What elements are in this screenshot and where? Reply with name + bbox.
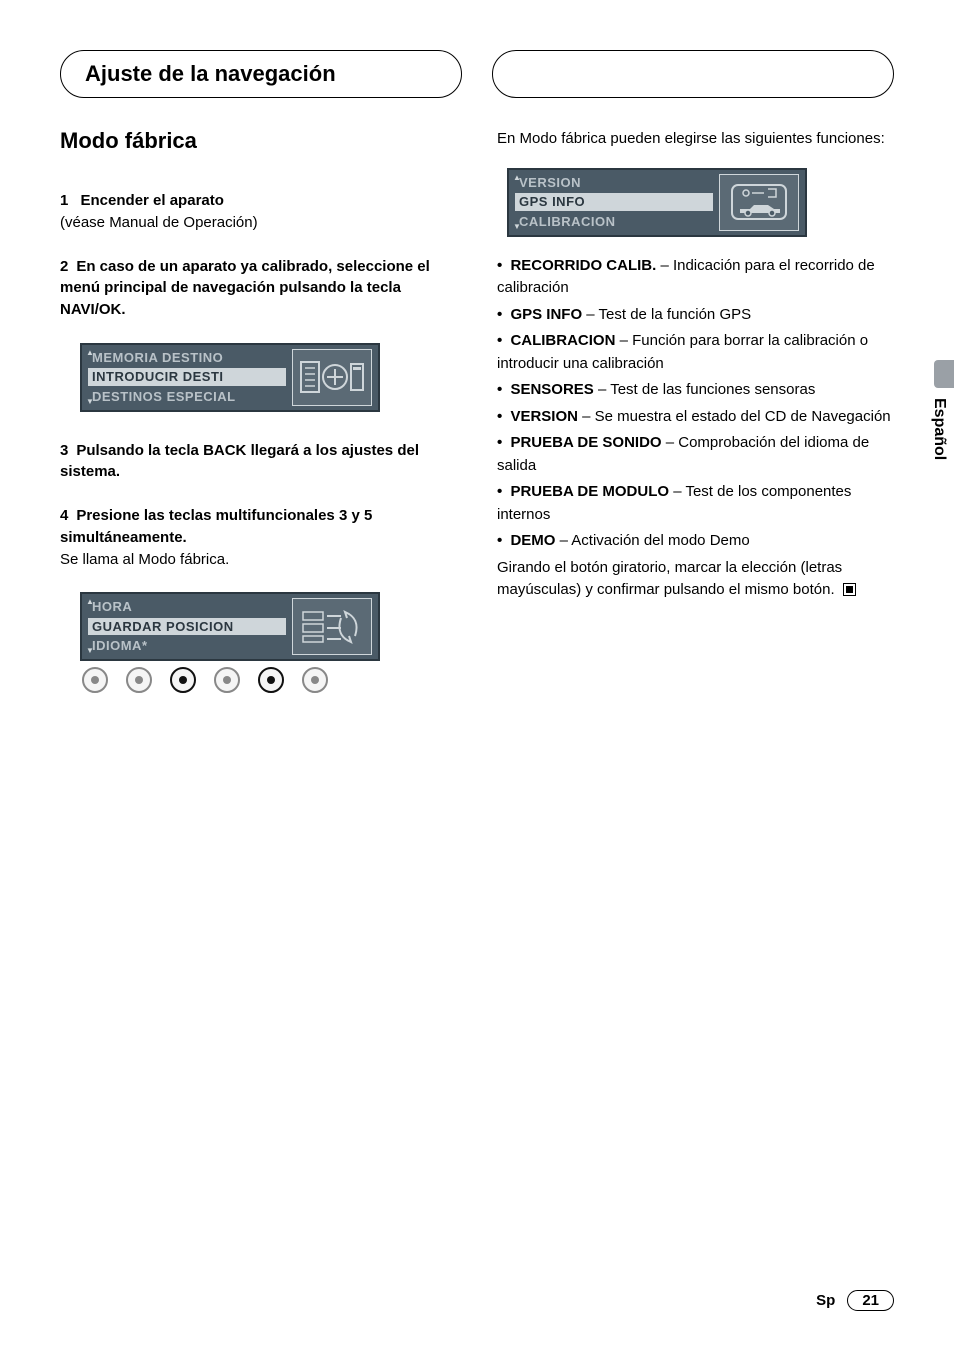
lcd1-row-1: INTRODUCIR DESTI xyxy=(88,368,286,386)
multifunction-button-6[interactable] xyxy=(302,667,328,693)
lcd3-row-1: GPS INFO xyxy=(515,193,713,211)
lcd1-row-2-text: DESTINOS ESPECIAL xyxy=(92,389,236,404)
lcd3-row-0: ▲ VERSION xyxy=(515,174,713,192)
footer: Sp 21 xyxy=(816,1290,894,1311)
arrow-up-icon: ▲ xyxy=(86,597,94,607)
step-1-plain: (véase Manual de Operación) xyxy=(60,214,258,231)
step-4-plain: Se llama al Modo fábrica. xyxy=(60,551,229,568)
footer-page: 21 xyxy=(847,1290,894,1311)
bullet-3: • SENSORES – Test de las funciones senso… xyxy=(497,379,894,402)
step-4-a: Presione las teclas multifuncionales xyxy=(76,507,339,524)
header-row: Ajuste de la navegación xyxy=(60,50,894,98)
end-square-icon xyxy=(843,583,856,596)
header-title: Ajuste de la navegación xyxy=(85,61,336,87)
step-num: 4 xyxy=(60,507,68,524)
lcd2-row-1-text: GUARDAR POSICION xyxy=(92,619,234,634)
multifunction-button-4[interactable] xyxy=(214,667,240,693)
multifunction-button-2[interactable] xyxy=(126,667,152,693)
header-capsule-right xyxy=(492,50,894,98)
arrow-down-icon: ▼ xyxy=(86,397,94,407)
bullet-0: • RECORRIDO CALIB. – Indicación para el … xyxy=(497,255,894,300)
bullet-7-desc: – Activación del modo Demo xyxy=(555,532,749,549)
bullet-5-term: PRUEBA DE SONIDO xyxy=(510,434,661,451)
lcd2-row-1: GUARDAR POSICION xyxy=(88,618,286,636)
tail-content: Girando el botón giratorio, marcar la el… xyxy=(497,559,842,599)
lcd-screenshot-1: ▲ MEMORIA DESTINO INTRODUCIR DESTI ▼ DES… xyxy=(80,343,457,412)
arrow-up-icon: ▲ xyxy=(513,173,521,183)
step-4-k2: 5 xyxy=(364,507,372,524)
bullet-1: • GPS INFO – Test de la función GPS xyxy=(497,304,894,327)
step-num: 1 xyxy=(60,192,68,209)
bullet-1-term: GPS INFO xyxy=(510,306,582,323)
lcd3-row-0-text: VERSION xyxy=(519,175,581,190)
lcd3-icon xyxy=(719,174,799,231)
step-4-b: simultáneamente. xyxy=(60,529,187,546)
bullet-1-desc: – Test de la función GPS xyxy=(582,306,751,323)
multifunction-button-3[interactable] xyxy=(170,667,196,693)
bullet-2: • CALIBRACION – Función para borrar la c… xyxy=(497,330,894,375)
arrow-down-icon: ▼ xyxy=(513,222,521,232)
section-title: Modo fábrica xyxy=(60,128,457,154)
lcd2-row-0: ▲ HORA xyxy=(88,598,286,616)
bullet-4-term: VERSION xyxy=(510,408,578,425)
step-3: 3Pulsando la tecla BACK llegará a los aj… xyxy=(60,440,457,484)
lcd2-row-2-text: IDIOMA* xyxy=(92,638,148,653)
bullet-6: • PRUEBA DE MODULO – Test de los compone… xyxy=(497,481,894,526)
lcd-screenshot-3: ▲ VERSION GPS INFO ▼ CALIBRACION xyxy=(507,168,894,237)
step-num: 3 xyxy=(60,442,68,459)
lcd3-row-1-text: GPS INFO xyxy=(519,194,585,209)
multifunction-button-5[interactable] xyxy=(258,667,284,693)
bullet-0-term: RECORRIDO CALIB. xyxy=(510,257,656,274)
arrow-up-icon: ▲ xyxy=(86,348,94,358)
bullet-4-desc: – Se muestra el estado del CD de Navegac… xyxy=(578,408,891,425)
step-3-a: Pulsando la tecla xyxy=(76,442,203,459)
lcd3-row-2-text: CALIBRACION xyxy=(519,214,616,229)
step-3-key: BACK xyxy=(203,442,246,459)
multifunction-button-1[interactable] xyxy=(82,667,108,693)
step-2-end: . xyxy=(121,301,125,318)
right-intro: En Modo fábrica pueden elegirse las sigu… xyxy=(497,128,894,150)
step-1-bold: Encender el aparato xyxy=(81,192,224,209)
step-4-mid: y xyxy=(347,507,364,524)
bullet-4: • VERSION – Se muestra el estado del CD … xyxy=(497,406,894,429)
lcd1-row-0: ▲ MEMORIA DESTINO xyxy=(88,349,286,367)
side-tab-label: Español xyxy=(930,394,948,460)
tail-text: Girando el botón giratorio, marcar la el… xyxy=(497,557,894,602)
lcd1-icon xyxy=(292,349,372,406)
lcd3-row-2: ▼ CALIBRACION xyxy=(515,213,713,231)
lcd2-row-2: ▼ IDIOMA* xyxy=(88,637,286,655)
step-2: 2En caso de un aparato ya calibrado, sel… xyxy=(60,256,457,321)
button-row xyxy=(82,667,457,693)
footer-lang: Sp xyxy=(816,1292,835,1309)
bullet-5: • PRUEBA DE SONIDO – Comprobación del id… xyxy=(497,432,894,477)
bullet-3-term: SENSORES xyxy=(510,381,593,398)
bullet-2-term: CALIBRACION xyxy=(510,332,615,349)
header-capsule-left: Ajuste de la navegación xyxy=(60,50,462,98)
step-2-text: En caso de un aparato ya calibrado, sele… xyxy=(60,258,430,297)
arrow-down-icon: ▼ xyxy=(86,646,94,656)
lcd1-row-2: ▼ DESTINOS ESPECIAL xyxy=(88,388,286,406)
lcd-screenshot-2: ▲ HORA GUARDAR POSICION ▼ IDIOMA* xyxy=(80,592,457,661)
step-4: 4Presione las teclas multifuncionales 3 … xyxy=(60,505,457,570)
lcd2-row-0-text: HORA xyxy=(92,599,132,614)
bullet-list: • RECORRIDO CALIB. – Indicación para el … xyxy=(497,255,894,602)
side-tab-marker xyxy=(934,360,954,388)
bullet-7-term: DEMO xyxy=(510,532,555,549)
lcd2-icon xyxy=(292,598,372,655)
step-2-key: NAVI/OK xyxy=(60,301,121,318)
lcd1-row-0-text: MEMORIA DESTINO xyxy=(92,350,223,365)
left-column: Modo fábrica 1 Encender el aparato (véas… xyxy=(60,128,457,693)
bullet-7: • DEMO – Activación del modo Demo xyxy=(497,530,894,553)
bullet-6-term: PRUEBA DE MODULO xyxy=(510,483,669,500)
step-1: 1 Encender el aparato (véase Manual de O… xyxy=(60,190,457,234)
right-column: En Modo fábrica pueden elegirse las sigu… xyxy=(497,128,894,693)
step-num: 2 xyxy=(60,258,68,275)
language-side-tab: Español xyxy=(924,360,954,460)
bullet-3-desc: – Test de las funciones sensoras xyxy=(594,381,816,398)
lcd1-row-1-text: INTRODUCIR DESTI xyxy=(92,369,224,384)
